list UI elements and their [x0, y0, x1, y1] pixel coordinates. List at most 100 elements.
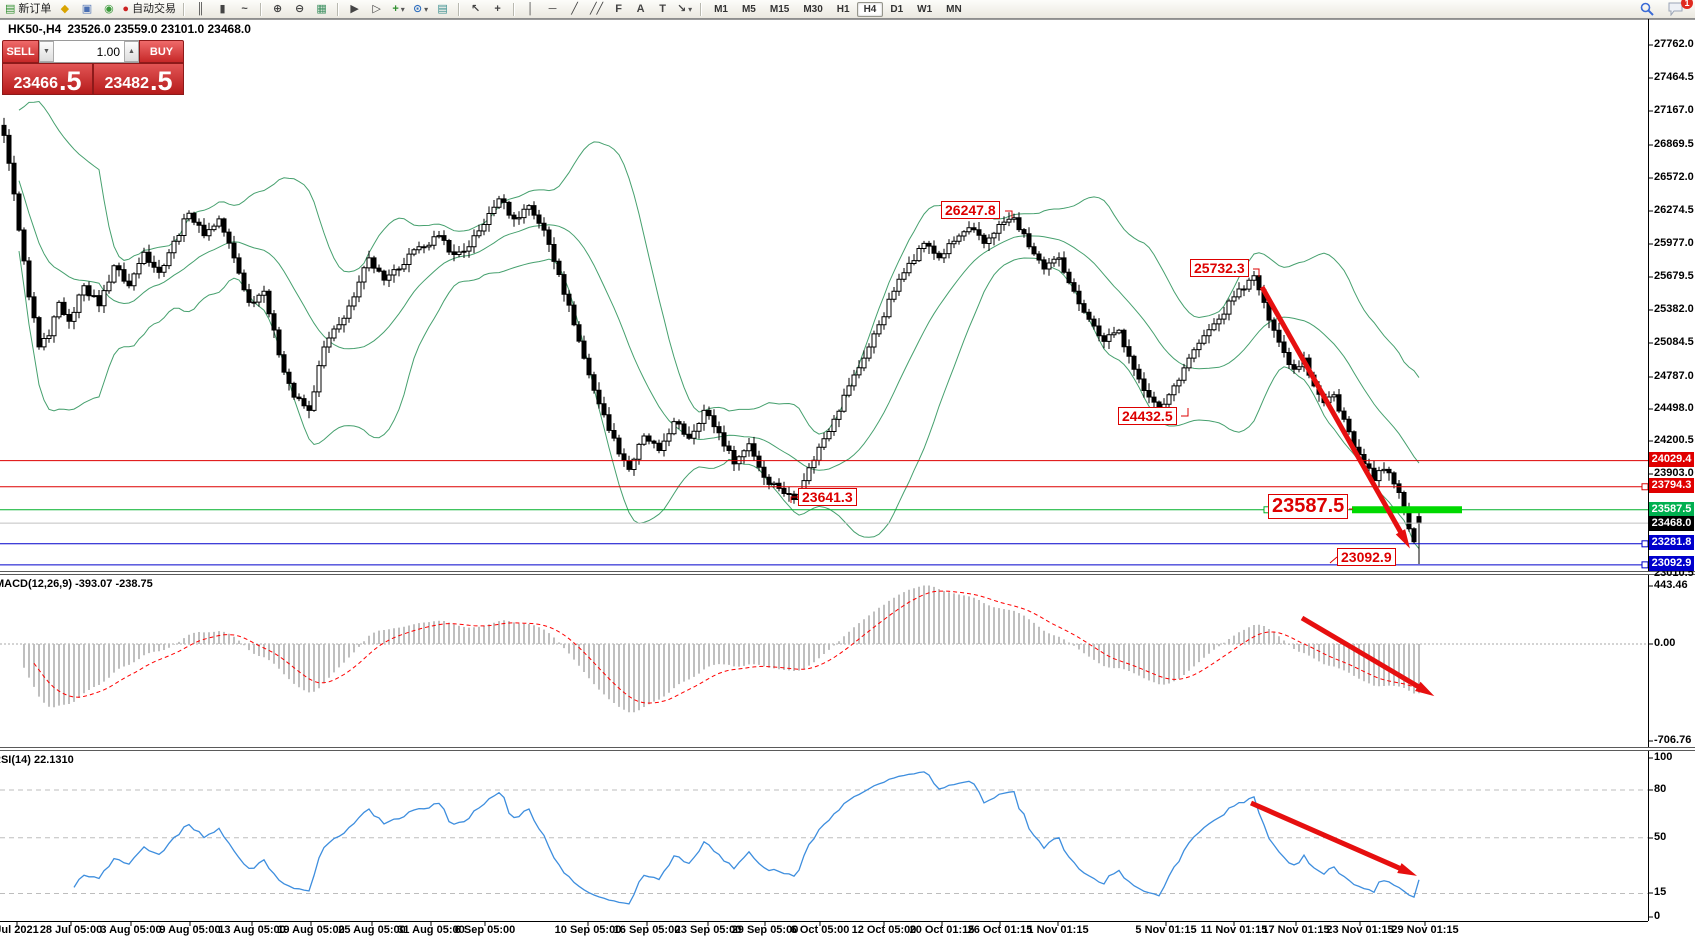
arrowhead-icon: [1397, 863, 1417, 876]
chat-icon[interactable]: 1: [1665, 0, 1693, 18]
buy-button[interactable]: BUY: [139, 40, 184, 63]
timeframe-h1[interactable]: H1: [836, 3, 850, 15]
price-tick: 25382.0: [1654, 303, 1694, 315]
price-callout[interactable]: 23587.5: [1268, 494, 1349, 519]
time-tick: 6 Sep 05:00: [454, 924, 516, 936]
pane-separator-rsi[interactable]: [0, 747, 1695, 751]
price-badge: 23587.5: [1649, 502, 1694, 517]
volume-input[interactable]: [54, 41, 124, 62]
time-tick: 20 Oct 01:15: [909, 924, 975, 936]
channel-icon[interactable]: ╱╱: [586, 1, 607, 18]
timeframe-m30[interactable]: M30: [803, 3, 823, 15]
line-handle[interactable]: [1641, 540, 1648, 548]
price-callout[interactable]: 26247.8: [941, 201, 1000, 219]
crosshair-icon[interactable]: +: [487, 1, 508, 18]
market-watch-icon[interactable]: ▣: [76, 1, 97, 18]
rsi-pane[interactable]: [0, 771, 1648, 905]
label-icon[interactable]: T: [652, 1, 673, 18]
timeframe-d1[interactable]: D1: [890, 3, 904, 15]
label-icon-glyph: T: [659, 2, 666, 15]
time-tick: 16 Sep 05:00: [613, 924, 681, 936]
trend-arrow-3[interactable]: [1249, 800, 1417, 876]
sell-button[interactable]: SELL: [2, 40, 39, 63]
cursor-icon[interactable]: ↖: [465, 1, 486, 18]
bar-chart-icon[interactable]: ║: [190, 1, 211, 18]
trend-arrow-1[interactable]: [1259, 285, 1410, 549]
signal-icon-glyph: ◉: [104, 2, 114, 15]
sell-price[interactable]: 23466.5: [2, 63, 93, 95]
price-badge: 23468.0: [1649, 516, 1694, 531]
search-icon[interactable]: [1636, 1, 1657, 18]
price-tick: 26572.0: [1654, 171, 1694, 183]
time-tick: 29 Nov 01:15: [1391, 924, 1459, 936]
timeframe-m5[interactable]: M5: [741, 3, 756, 15]
templates-icon[interactable]: ▤: [432, 1, 453, 18]
auto-trading-button-label: 自动交易: [132, 2, 177, 15]
timeframe-h4[interactable]: H4: [856, 1, 884, 17]
period-menu-button[interactable]: ⊙ ▾: [410, 1, 431, 18]
trend-arrow-2[interactable]: [1300, 615, 1435, 697]
add-indicator-glyph: +: [392, 2, 399, 15]
price-badge: 24029.4: [1649, 452, 1694, 467]
auto-trading-button[interactable]: ● 自动交易: [120, 1, 178, 18]
text-icon[interactable]: A: [630, 1, 651, 18]
notification-badge: 1: [1681, 0, 1693, 9]
line-chart-icon-glyph: ~: [241, 2, 248, 15]
vertical-line-icon[interactable]: │: [520, 1, 541, 18]
zoom-out-icon[interactable]: ⊖: [289, 1, 310, 18]
callout-connector: [1329, 556, 1338, 564]
volume-decrease-button[interactable]: ▼: [39, 41, 54, 62]
signal-icon[interactable]: ◉: [98, 1, 119, 18]
shift-chart-icon[interactable]: ▶: [344, 1, 365, 18]
rsi-tick: 80: [1654, 783, 1667, 795]
timeframe-m15[interactable]: M15: [769, 3, 790, 15]
time-tick: 28 Jul 05:00: [39, 924, 103, 936]
bollinger-upper-band: [18, 100, 1420, 435]
price-tick: 27762.0: [1654, 38, 1694, 50]
time-tick: 6 Oct 05:00: [790, 924, 850, 936]
time-tick: 29 Sep 05:00: [731, 924, 799, 936]
zoom-in-icon[interactable]: ⊕: [267, 1, 288, 18]
down-arrow-icon: ▼: [43, 48, 50, 55]
volume-increase-button[interactable]: ▲: [124, 41, 139, 62]
fibonacci-icon-glyph: F: [615, 2, 622, 15]
macd-pane[interactable]: [0, 585, 1648, 713]
horizontal-line-icon-glyph: ─: [548, 2, 557, 15]
zoom-out-icon-glyph: ⊖: [294, 2, 305, 15]
add-indicator-button[interactable]: + ▾: [388, 1, 409, 18]
callout-connector: [790, 496, 798, 503]
price-callout[interactable]: 23092.9: [1337, 548, 1396, 566]
line-chart-icon[interactable]: ~: [234, 1, 255, 18]
price-tick: 24787.0: [1654, 370, 1694, 382]
gold-icon[interactable]: ◆: [54, 1, 75, 18]
price-callout[interactable]: 23641.3: [798, 488, 857, 506]
buy-price[interactable]: 23482.5: [93, 63, 184, 95]
line-handle[interactable]: [1641, 483, 1648, 491]
timeframe-m1[interactable]: M1: [714, 3, 728, 15]
pane-separator-macd[interactable]: [0, 571, 1695, 575]
ohlc-values: 23526.0 23559.0 23101.0 23468.0: [67, 22, 251, 36]
toolbar-separator: [337, 2, 340, 16]
horizontal-line-icon[interactable]: ─: [542, 1, 563, 18]
arrows-icon[interactable]: ↘ ▾: [674, 1, 695, 18]
tile-windows-icon[interactable]: ▦: [311, 1, 332, 18]
price-callout[interactable]: 24432.5: [1118, 407, 1177, 425]
toolbar-separator: [458, 2, 461, 16]
macd-histogram: [23, 585, 1420, 713]
new-order-button[interactable]: ▤ 新订单: [3, 1, 53, 18]
period-menu-glyph: ⊙: [412, 2, 423, 15]
timeframe-mn[interactable]: MN: [946, 3, 962, 15]
timeframe-w1[interactable]: W1: [917, 3, 933, 15]
rsi-line: [73, 771, 1420, 905]
candlestick-chart-icon[interactable]: ▮: [212, 1, 233, 18]
price-tick: 23903.0: [1654, 467, 1694, 479]
time-tick: 5 Nov 01:15: [1135, 924, 1197, 936]
line-handle[interactable]: [1641, 561, 1648, 569]
auto-scroll-icon[interactable]: ▷: [366, 1, 387, 18]
trendline-icon[interactable]: ╱: [564, 1, 585, 18]
price-callout[interactable]: 25732.3: [1190, 259, 1249, 277]
one-click-trading-panel: SELL ▼ ▲ BUY 23466.5 23482.5: [2, 40, 184, 95]
fibonacci-icon[interactable]: F: [608, 1, 629, 18]
chart-title: HK50-,H4 23526.0 23559.0 23101.0 23468.0: [8, 22, 257, 36]
